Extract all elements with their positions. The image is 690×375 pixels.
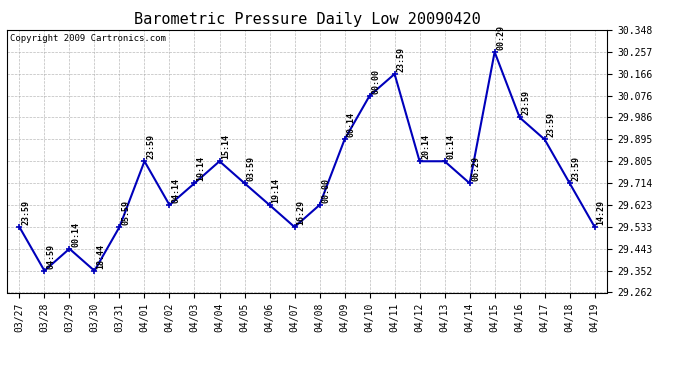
Text: 04:59: 04:59 [46, 244, 55, 268]
Text: 16:29: 16:29 [297, 200, 306, 225]
Text: 14:29: 14:29 [597, 200, 606, 225]
Text: 20:14: 20:14 [422, 134, 431, 159]
Text: 00:29: 00:29 [497, 25, 506, 50]
Text: 01:14: 01:14 [446, 134, 455, 159]
Text: 19:14: 19:14 [197, 156, 206, 181]
Text: 15:14: 15:14 [221, 134, 230, 159]
Title: Barometric Pressure Daily Low 20090420: Barometric Pressure Daily Low 20090420 [134, 12, 480, 27]
Text: 04:14: 04:14 [172, 178, 181, 203]
Text: 00:14: 00:14 [72, 222, 81, 247]
Text: 18:44: 18:44 [97, 244, 106, 268]
Text: 23:59: 23:59 [572, 156, 581, 181]
Text: 05:59: 05:59 [121, 200, 130, 225]
Text: 23:59: 23:59 [546, 112, 555, 137]
Text: 06:29: 06:29 [472, 156, 481, 181]
Text: 00:00: 00:00 [372, 69, 381, 94]
Text: 23:59: 23:59 [522, 90, 531, 116]
Text: 03:59: 03:59 [246, 156, 255, 181]
Text: 00:00: 00:00 [322, 178, 331, 203]
Text: 23:59: 23:59 [397, 47, 406, 72]
Text: 23:59: 23:59 [21, 200, 30, 225]
Text: 00:14: 00:14 [346, 112, 355, 137]
Text: 19:14: 19:14 [272, 178, 281, 203]
Text: Copyright 2009 Cartronics.com: Copyright 2009 Cartronics.com [10, 34, 166, 43]
Text: 23:59: 23:59 [146, 134, 155, 159]
